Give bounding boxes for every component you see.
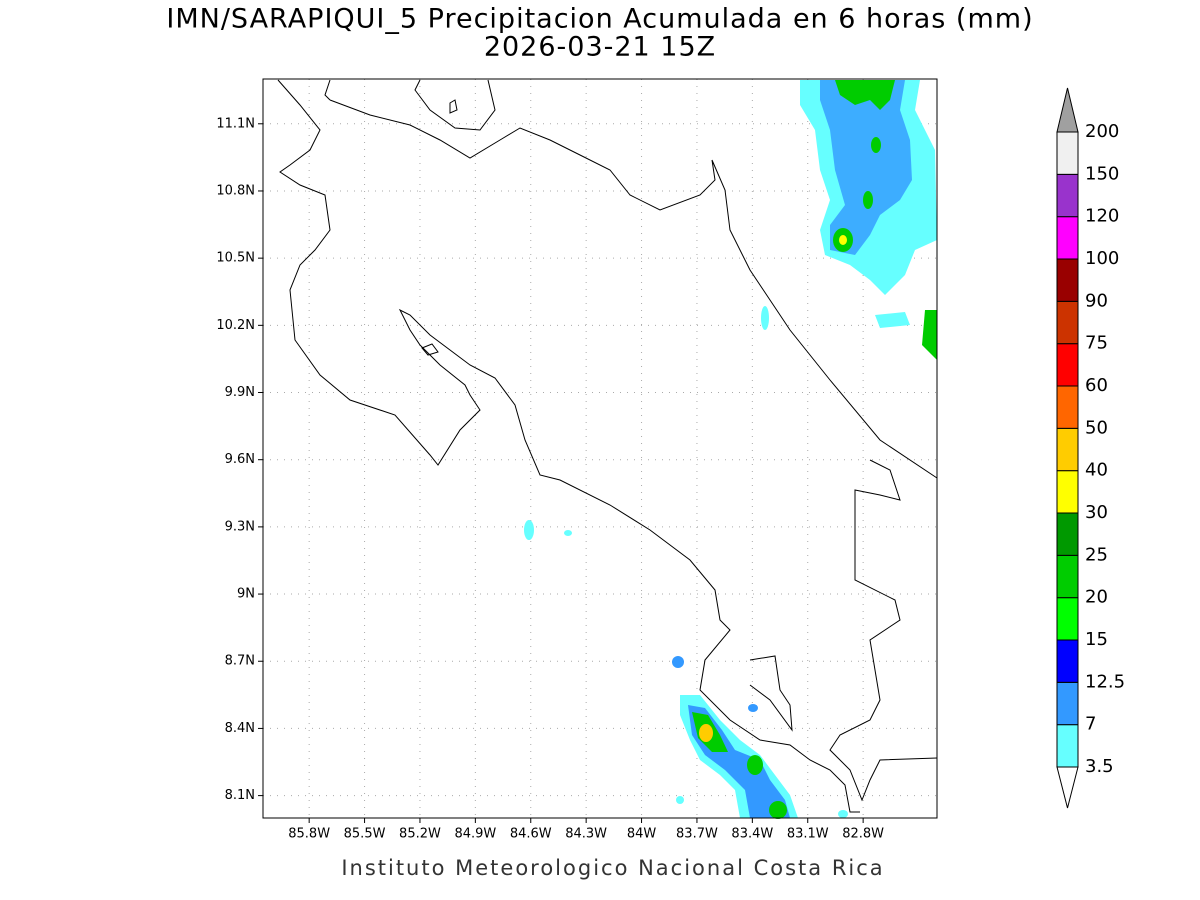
colorbar-box bbox=[1056, 173, 1079, 218]
colorbar-label: 90 bbox=[1085, 290, 1108, 311]
y-tick-label: 8.4N bbox=[225, 721, 255, 736]
x-tick-label: 84W bbox=[627, 827, 657, 842]
x-tick-label: 84.3W bbox=[565, 827, 607, 842]
title: IMN/SARAPIQUI_5 Precipitacion Acumulada … bbox=[166, 4, 1033, 35]
colorbar-box bbox=[1056, 470, 1079, 514]
subtitle: 2026-03-21 15Z bbox=[484, 32, 716, 63]
x-tick-label: 83.7W bbox=[676, 827, 718, 842]
y-tick-label: 9.9N bbox=[225, 385, 255, 400]
coastline bbox=[277, 79, 938, 813]
y-tick-label: 9N bbox=[237, 587, 255, 602]
colorbar-label: 120 bbox=[1085, 206, 1119, 227]
colorbar-label: 100 bbox=[1085, 248, 1119, 269]
precipitation bbox=[524, 80, 937, 819]
colorbar-low bbox=[1056, 766, 1079, 809]
colorbar-label: 20 bbox=[1085, 587, 1108, 608]
y-tick-label: 10.2N bbox=[216, 318, 255, 333]
colorbar-box bbox=[1056, 216, 1079, 260]
footer: Instituto Meteorologico Nacional Costa R… bbox=[341, 856, 884, 880]
colorbar-box bbox=[1056, 385, 1079, 429]
colorbar-box bbox=[1056, 512, 1079, 556]
x-tick-label: 84.6W bbox=[510, 827, 552, 842]
colorbar-box bbox=[1056, 258, 1079, 302]
x-tick-label: 83.4W bbox=[731, 827, 773, 842]
colorbar-label: 60 bbox=[1085, 375, 1108, 396]
x-tick-label: 85.5W bbox=[344, 827, 386, 842]
y-tick-label: 10.5N bbox=[216, 251, 255, 266]
colorbar-box bbox=[1056, 639, 1079, 683]
y-tick-label: 11.1N bbox=[216, 116, 255, 131]
colorbar-label: 50 bbox=[1085, 417, 1108, 438]
x-tick-label: 83.1W bbox=[787, 827, 829, 842]
colorbar-box bbox=[1056, 554, 1079, 599]
x-tick-label: 84.9W bbox=[454, 827, 496, 842]
map-frame bbox=[262, 78, 938, 819]
colorbar-box bbox=[1056, 427, 1079, 472]
y-tick-label: 8.1N bbox=[225, 788, 255, 803]
colorbar-box bbox=[1056, 343, 1079, 387]
colorbar-high bbox=[1056, 87, 1079, 133]
colorbar-box bbox=[1056, 131, 1079, 175]
colorbar-label: 7 bbox=[1085, 714, 1096, 735]
axes: 85.8W 85.5W 85.2W 84.9W 84.6W 84.3W 84W 83.7W 83… bbox=[216, 116, 884, 841]
y-tick-label: 8.7N bbox=[225, 654, 255, 669]
colorbar-label: 200 bbox=[1085, 121, 1119, 142]
y-tick-label: 10.8N bbox=[216, 183, 255, 198]
colorbar-label: 40 bbox=[1085, 460, 1108, 481]
colorbar-label: 12.5 bbox=[1085, 671, 1125, 692]
colorbar-label: 150 bbox=[1085, 163, 1119, 184]
colorbar-label: 25 bbox=[1085, 544, 1108, 565]
colorbar-label: 15 bbox=[1085, 629, 1108, 650]
y-tick-label: 9.3N bbox=[225, 519, 255, 534]
grid bbox=[263, 79, 937, 818]
colorbar-label: 30 bbox=[1085, 502, 1108, 523]
x-tick-label: 85.8W bbox=[288, 827, 330, 842]
colorbar-box bbox=[1056, 597, 1079, 641]
x-tick-label: 85.2W bbox=[399, 827, 441, 842]
x-tick-label: 82.8W bbox=[842, 827, 884, 842]
colorbar-box bbox=[1056, 681, 1079, 726]
colorbar-label: 75 bbox=[1085, 333, 1108, 354]
colorbar: 3.5 7 12.5 15 20 25 30 40 50 60 75 90 100 120 150 200 bbox=[1056, 87, 1125, 809]
y-tick-label: 9.6N bbox=[225, 452, 255, 467]
colorbar-box bbox=[1056, 724, 1079, 768]
colorbar-label: 3.5 bbox=[1085, 756, 1114, 777]
colorbar-box bbox=[1056, 300, 1079, 345]
